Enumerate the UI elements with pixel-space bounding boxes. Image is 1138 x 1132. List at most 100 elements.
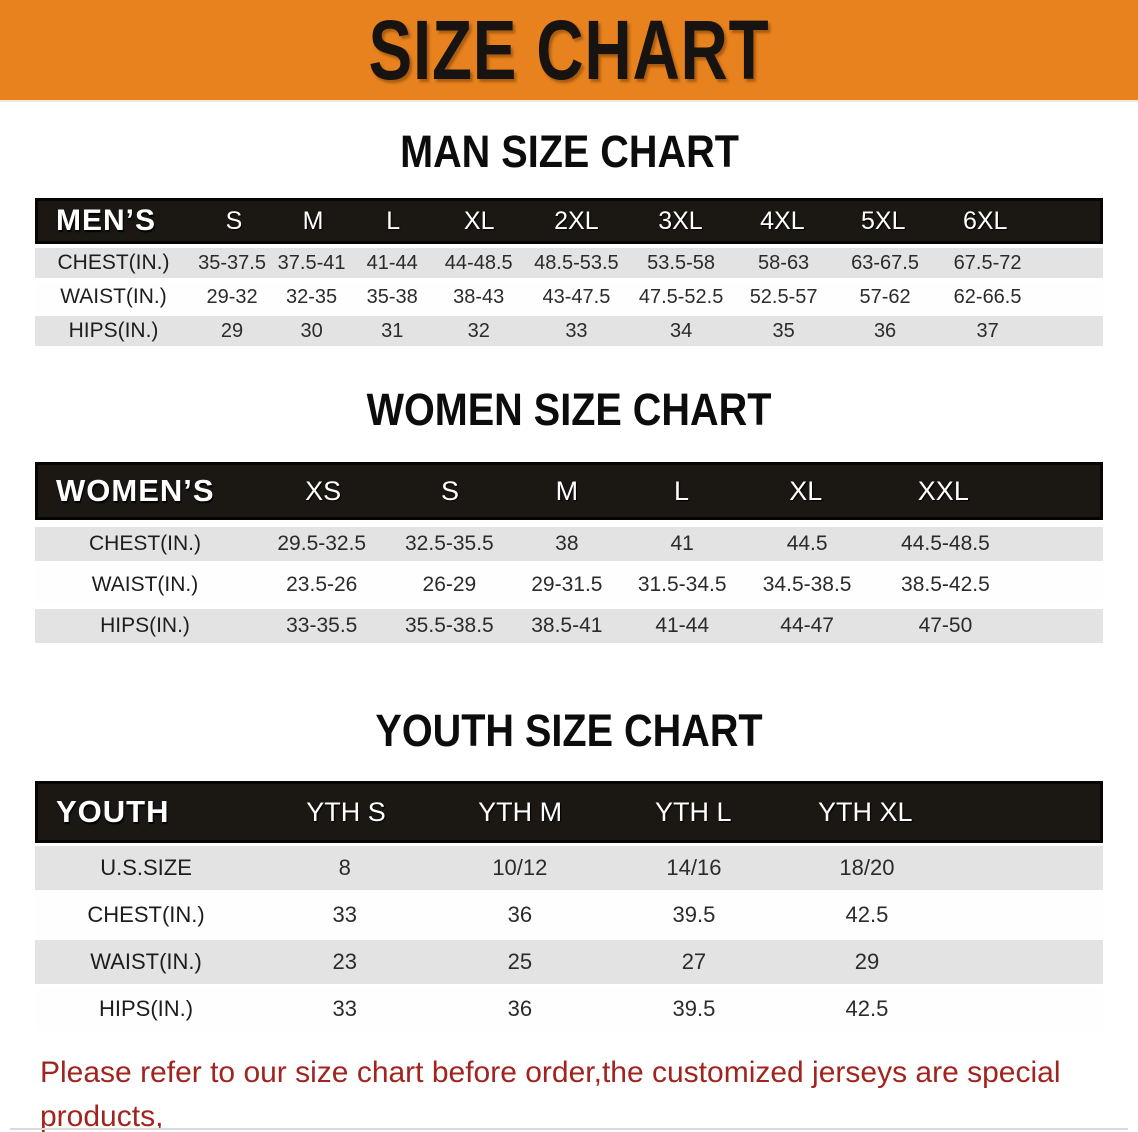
size-header-cell: YTH L <box>654 796 732 827</box>
men-waist-row: WAIST(IN.) 29-32 32-35 35-38 38-43 43-47… <box>35 282 1103 312</box>
youth-table-header-row: YOUTH YTH S YTH M YTH L YTH XL <box>35 781 1103 843</box>
measure-value-cell: 34 <box>669 319 693 342</box>
measure-value-cell: 32 <box>467 319 490 342</box>
measure-value-cell: 39.5 <box>672 996 716 1021</box>
measure-value-cell: 23 <box>332 949 357 974</box>
size-header-cell: 3XL <box>658 206 703 235</box>
men-table-header-row: MEN’S S M L XL 2XL 3XL 4XL 5XL 6XL <box>35 198 1103 244</box>
size-header-cell: YTH S <box>306 796 386 827</box>
size-header-cell: XS <box>305 475 342 506</box>
men-hips-row: HIPS(IN.) 29 30 31 32 33 34 35 36 37 <box>35 316 1103 346</box>
measure-value-cell: 67.5-72 <box>953 251 1022 274</box>
measure-value-cell: 35-37.5 <box>198 251 266 274</box>
size-header-cell: L <box>386 206 401 235</box>
measure-value-cell: 33 <box>565 319 588 342</box>
measure-value-cell: 44-47 <box>780 614 834 637</box>
order-policy-line-1: Please refer to our size chart before or… <box>40 1056 1061 1132</box>
women-section-heading-text: WOMEN SIZE CHART <box>366 384 772 435</box>
youth-section-heading: YOUTH SIZE CHART <box>0 705 1138 757</box>
youth-section-heading-text: YOUTH SIZE CHART <box>375 705 763 756</box>
row-label-cell: U.S.SIZE <box>100 855 192 880</box>
men-size-table: MEN’S S M L XL 2XL 3XL 4XL 5XL 6XL CHEST… <box>35 198 1103 346</box>
measure-value-cell: 35.5-38.5 <box>405 614 494 637</box>
youth-chest-row: CHEST(IN.) 33 36 39.5 42.5 <box>35 893 1103 937</box>
measure-value-cell: 57-62 <box>859 285 911 308</box>
measure-value-cell: 29 <box>854 949 880 974</box>
youth-corner-label: YOUTH <box>56 794 170 829</box>
measure-value-cell: 14/16 <box>666 855 722 880</box>
measure-value-cell: 23.5-26 <box>286 573 358 596</box>
measure-value-cell: 33 <box>332 996 357 1021</box>
measure-value-cell: 47-50 <box>918 614 973 637</box>
men-section-heading: MAN SIZE CHART <box>0 126 1138 178</box>
measure-value-cell: 35-38 <box>366 285 418 308</box>
women-waist-row: WAIST(IN.) 23.5-26 26-29 29-31.5 31.5-34… <box>35 568 1103 602</box>
size-header-cell: M <box>555 475 579 506</box>
size-header-cell: YTH XL <box>817 796 913 827</box>
row-label-cell: WAIST(IN.) <box>90 949 202 974</box>
women-section-heading: WOMEN SIZE CHART <box>0 384 1138 436</box>
measure-value-cell: 33 <box>332 902 357 927</box>
measure-value-cell: 42.5 <box>845 902 889 927</box>
size-header-cell: XXL <box>917 475 969 506</box>
size-header-cell: L <box>674 475 690 506</box>
women-chest-row: CHEST(IN.) 29.5-32.5 32.5-35.5 38 41 44.… <box>35 527 1103 561</box>
measure-value-cell: 30 <box>300 319 323 342</box>
measure-value-cell: 38-43 <box>453 285 505 308</box>
measure-value-cell: 27 <box>681 949 707 974</box>
measure-value-cell: 10/12 <box>492 855 548 880</box>
measure-value-cell: 29.5-32.5 <box>277 532 367 555</box>
row-label-cell: HIPS(IN.) <box>100 614 190 637</box>
measure-value-cell: 47.5-52.5 <box>638 285 724 308</box>
measure-value-cell: 44-48.5 <box>444 251 513 274</box>
women-table-header-row: WOMEN’S XS S M L XL XXL <box>35 462 1103 520</box>
bottom-divider <box>10 1128 1128 1130</box>
youth-size-table: YOUTH YTH S YTH M YTH L YTH XL U.S.SIZE … <box>35 781 1103 1031</box>
measure-value-cell: 25 <box>507 949 533 974</box>
size-header-cell: 5XL <box>861 206 906 235</box>
men-section-heading-text: MAN SIZE CHART <box>399 126 739 177</box>
measure-value-cell: 38.5-41 <box>531 614 603 637</box>
measure-value-cell: 35 <box>772 319 795 342</box>
measure-value-cell: 39.5 <box>672 902 716 927</box>
measure-value-cell: 37 <box>976 319 999 342</box>
measure-value-cell: 38.5-42.5 <box>901 573 990 596</box>
order-policy-note: Please refer to our size chart before or… <box>40 1051 1100 1132</box>
measure-value-cell: 44.5 <box>786 532 828 555</box>
row-label-cell: CHEST(IN.) <box>89 532 201 555</box>
row-label-cell: HIPS(IN.) <box>68 319 159 342</box>
row-label-cell: WAIST(IN.) <box>60 285 167 308</box>
measure-value-cell: 29 <box>220 319 244 342</box>
measure-value-cell: 34.5-38.5 <box>762 573 852 596</box>
measure-value-cell: 41-44 <box>366 251 418 274</box>
measure-value-cell: 58-63 <box>758 251 810 274</box>
measure-value-cell: 41-44 <box>655 614 710 637</box>
size-header-cell: YTH M <box>478 796 563 827</box>
size-header-cell: M <box>302 206 324 235</box>
women-size-table: WOMEN’S XS S M L XL XXL CHEST(IN.) 29.5-… <box>35 462 1103 643</box>
row-label-cell: CHEST(IN.) <box>57 251 170 274</box>
size-header-cell: 6XL <box>962 206 1008 235</box>
women-hips-row: HIPS(IN.) 33-35.5 35.5-38.5 38.5-41 41-4… <box>35 609 1103 643</box>
row-label-cell: CHEST(IN.) <box>87 902 205 927</box>
youth-ussize-row: U.S.SIZE 8 10/12 14/16 18/20 <box>35 846 1103 890</box>
measure-value-cell: 38 <box>555 532 579 555</box>
youth-hips-row: HIPS(IN.) 33 36 39.5 42.5 <box>35 987 1103 1031</box>
banner-title: SIZE CHART <box>368 2 770 97</box>
measure-value-cell: 33-35.5 <box>286 614 358 637</box>
row-label-cell: WAIST(IN.) <box>91 573 199 596</box>
size-header-cell: XL <box>463 206 495 235</box>
measure-value-cell: 62-66.5 <box>953 285 1022 308</box>
measure-value-cell: 8 <box>338 855 351 880</box>
measure-value-cell: 31.5-34.5 <box>637 573 727 596</box>
measure-value-cell: 53.5-58 <box>647 251 716 274</box>
measure-value-cell: 52.5-57 <box>749 285 818 308</box>
measure-value-cell: 36 <box>507 996 533 1021</box>
measure-value-cell: 29-31.5 <box>531 573 603 596</box>
size-header-cell: 2XL <box>554 206 599 235</box>
size-chart-banner: SIZE CHART <box>0 0 1138 102</box>
men-corner-label: MEN’S <box>56 204 157 237</box>
measure-value-cell: 63-67.5 <box>851 251 919 274</box>
measure-value-cell: 43-47.5 <box>542 285 611 308</box>
size-header-cell: S <box>225 206 243 235</box>
